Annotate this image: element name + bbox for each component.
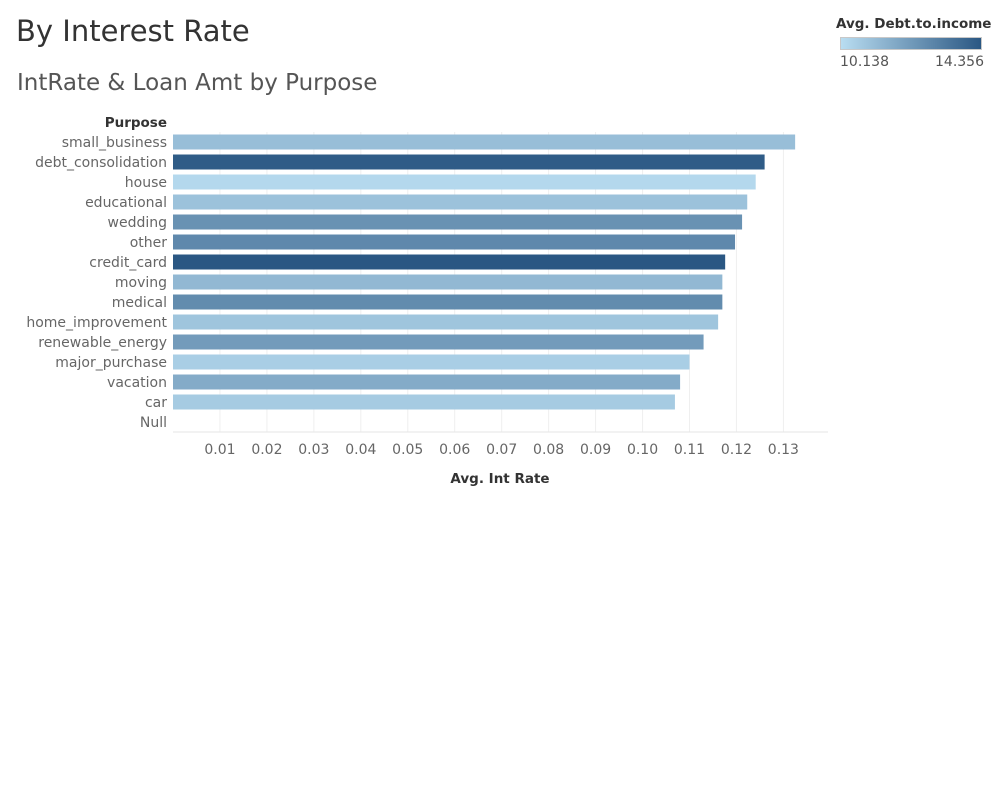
x-tick-label: 0.01 <box>204 442 235 458</box>
row-header: Purpose <box>105 115 167 131</box>
x-tick-label: 0.12 <box>721 442 752 458</box>
row-label: major_purchase <box>55 355 167 371</box>
bars <box>173 134 796 410</box>
row-label: vacation <box>107 375 167 391</box>
bar[interactable] <box>173 394 675 410</box>
bar[interactable] <box>173 334 704 350</box>
bar[interactable] <box>173 154 765 170</box>
legend-range-labels: 10.138 14.356 <box>840 54 984 72</box>
x-tick-label: 0.02 <box>251 442 282 458</box>
x-tick-label: 0.07 <box>486 442 517 458</box>
row-label: wedding <box>108 215 168 231</box>
legend-min-label: 10.138 <box>840 54 889 70</box>
x-tick-label: 0.06 <box>439 442 470 458</box>
bar[interactable] <box>173 194 748 210</box>
row-label: small_business <box>62 135 167 151</box>
row-label: debt_consolidation <box>35 155 167 171</box>
x-tick-label: 0.03 <box>298 442 329 458</box>
row-label: renewable_energy <box>38 335 167 351</box>
x-tick-label: 0.10 <box>627 442 658 458</box>
sheet-title: IntRate & Loan Amt by Purpose <box>17 70 378 96</box>
bar[interactable] <box>173 174 756 190</box>
row-label: other <box>130 235 168 251</box>
x-tick-label: 0.08 <box>533 442 564 458</box>
row-label: moving <box>115 275 167 291</box>
bar[interactable] <box>173 294 723 310</box>
bar[interactable] <box>173 274 723 290</box>
bar[interactable] <box>173 234 736 250</box>
dashboard-title: By Interest Rate <box>16 14 250 48</box>
x-tick-label: 0.11 <box>674 442 705 458</box>
x-tick-label: 0.13 <box>768 442 799 458</box>
bar[interactable] <box>173 374 681 390</box>
row-label: house <box>125 175 167 191</box>
legend-max-label: 14.356 <box>935 54 984 70</box>
x-tick-label: 0.04 <box>345 442 376 458</box>
bar[interactable] <box>173 314 719 330</box>
bar[interactable] <box>173 134 796 150</box>
bar[interactable] <box>173 354 690 370</box>
row-label: credit_card <box>89 255 167 271</box>
x-tick-labels: 0.01 0.02 0.03 0.04 0.05 0.06 0.07 0.08 0.09 0.10… <box>204 442 799 458</box>
bar[interactable] <box>173 254 726 270</box>
row-label: home_improvement <box>26 315 167 331</box>
color-legend[interactable]: Avg. Debt.to.income 10.138 14.356 <box>836 16 992 72</box>
bar[interactable] <box>173 214 743 230</box>
row-label: medical <box>112 295 167 311</box>
legend-color-ramp <box>840 37 982 50</box>
row-label: educational <box>85 195 167 211</box>
x-tick-label: 0.09 <box>580 442 611 458</box>
legend-title: Avg. Debt.to.income <box>836 16 992 32</box>
x-axis-title: Avg. Int Rate <box>450 471 549 487</box>
row-label: Null <box>140 415 167 431</box>
x-tick-label: 0.05 <box>392 442 423 458</box>
row-label: car <box>145 395 167 411</box>
